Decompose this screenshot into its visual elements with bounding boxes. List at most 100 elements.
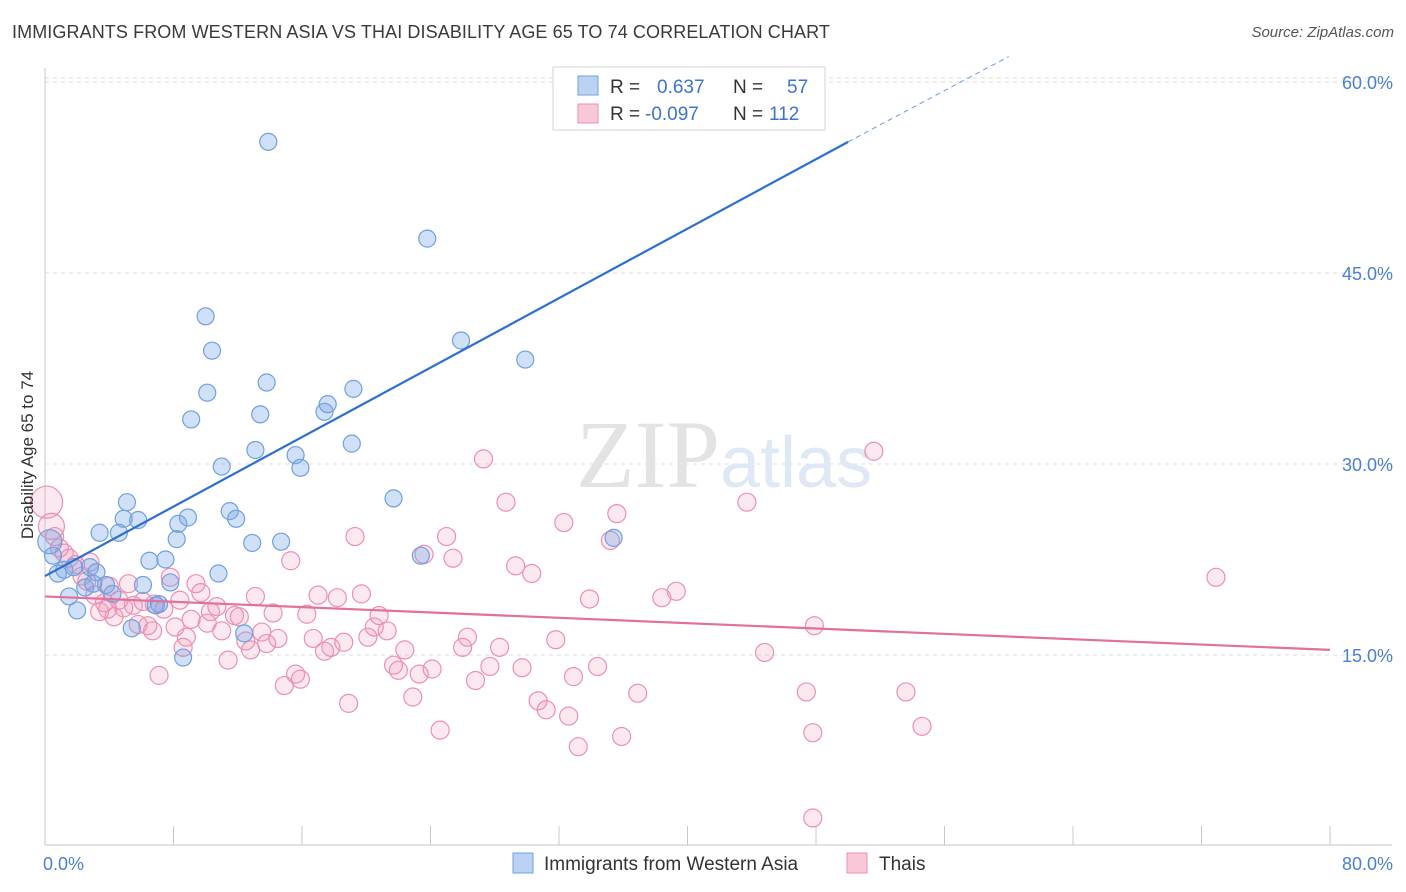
y-axis-title: Disability Age 65 to 74 (18, 371, 37, 539)
thais-point (457, 627, 478, 647)
thais-point (186, 574, 206, 594)
western-asia-point (156, 550, 175, 569)
thais-point (422, 659, 442, 679)
thais-point (568, 737, 588, 757)
western-asia-point (149, 594, 169, 614)
stats-swatch-pink (577, 103, 599, 124)
western-asia-point (140, 551, 159, 570)
watermark-zip: ZIP (576, 401, 720, 508)
thais-point (338, 693, 359, 713)
thais-point (453, 637, 473, 657)
western-asia-point (246, 440, 265, 460)
thais-point (268, 628, 288, 649)
thais-point (191, 583, 211, 603)
western-asia-point (209, 564, 228, 583)
western-asia-point (90, 523, 109, 542)
thais-point (559, 706, 579, 726)
western-asia-point (243, 533, 262, 553)
thais-point (804, 616, 824, 636)
trend-line-western-asia-extension (847, 56, 1009, 143)
tick-labels: 15.0% 30.0% 45.0% 60.0% 0.0% 80.0% (43, 73, 1393, 874)
thais-point (587, 656, 608, 677)
western-asia-point (220, 502, 239, 521)
thais-point (297, 604, 317, 624)
western-asia-point (182, 410, 201, 429)
thais-point (30, 485, 64, 519)
trend-line-thais (44, 595, 1331, 652)
thais-point (334, 632, 354, 652)
y-tick-label-45: 45.0% (1342, 264, 1393, 284)
thais-point (506, 556, 526, 576)
western-asia-point (96, 575, 116, 595)
thais-point (229, 607, 249, 627)
thais-point (143, 621, 163, 641)
thais-point (358, 627, 378, 647)
thais-point (666, 581, 686, 601)
western-asia-point (318, 395, 337, 414)
thais-point (345, 526, 365, 547)
western-asia-point (451, 331, 471, 350)
thais-point (607, 504, 627, 524)
stats-r-label-2: R = (610, 104, 640, 125)
axes (44, 68, 1392, 846)
thais-point (737, 492, 757, 512)
stats-r-value-2: -0.097 (645, 104, 699, 125)
grid-lines (45, 77, 1392, 656)
western-asia-point (161, 573, 180, 592)
trend-lines (44, 56, 1331, 652)
x-tick-label-min: 0.0% (43, 854, 84, 874)
thais-point (303, 628, 323, 649)
western-asia-point (202, 341, 222, 360)
thais-point (257, 633, 277, 654)
stats-n-label-1: N = (733, 77, 763, 98)
thais-point (403, 687, 423, 707)
western-asia-point (87, 563, 106, 582)
thais-point (652, 588, 672, 608)
western-asia-point (251, 405, 270, 424)
thais-point (803, 723, 823, 743)
stats-n-value-2: 112 (769, 104, 799, 125)
thais-point (207, 597, 227, 617)
thais-point (118, 574, 139, 594)
thais-point (896, 682, 916, 702)
thais-point (45, 526, 65, 547)
western-asia-point (342, 434, 361, 453)
thais-point (612, 726, 632, 747)
thais-point (496, 492, 516, 512)
thais-point (628, 683, 648, 703)
western-asia-point (196, 307, 215, 326)
western-asia-point (235, 624, 254, 643)
thais-point (536, 700, 556, 720)
western-asia-point (344, 379, 363, 398)
thais-point (554, 512, 574, 533)
thais-point (281, 551, 301, 571)
thais-point (546, 630, 566, 650)
chart-title: IMMIGRANTS FROM WESTERN ASIA VS THAI DIS… (12, 22, 830, 42)
thais-point (480, 656, 500, 677)
thais-point (563, 667, 584, 687)
y-tick-label-15: 15.0% (1342, 646, 1393, 666)
thais-point (212, 621, 232, 641)
thais-point (308, 585, 328, 605)
western-asia-point (272, 532, 291, 551)
western-asia-point (227, 509, 246, 528)
thais-point (1206, 567, 1226, 587)
western-asia-point (384, 489, 403, 508)
series-thais-points (30, 441, 1226, 828)
thais-point (218, 650, 238, 670)
thais-point (512, 658, 532, 678)
stats-r-value-1: 0.637 (657, 77, 705, 98)
thais-point (236, 631, 256, 651)
thais-point (436, 526, 457, 547)
y-tick-label-30: 30.0% (1342, 455, 1393, 475)
thais-point (351, 584, 372, 604)
thais-point (864, 441, 884, 461)
thais-point (364, 617, 384, 637)
western-asia-point (68, 601, 87, 620)
western-asia-point (169, 514, 188, 533)
western-asia-point (291, 458, 310, 477)
western-asia-point (167, 530, 186, 549)
chart-source: Source: ZipAtlas.com (1251, 24, 1394, 41)
thais-point (170, 590, 190, 610)
